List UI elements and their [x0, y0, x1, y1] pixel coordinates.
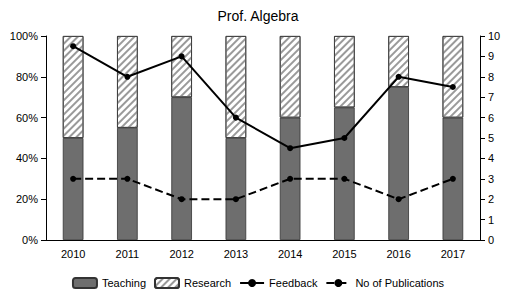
- svg-text:100%: 100%: [10, 30, 38, 42]
- svg-text:2: 2: [488, 193, 494, 205]
- svg-text:20%: 20%: [16, 193, 38, 205]
- svg-text:4: 4: [488, 152, 494, 164]
- svg-text:Teaching: Teaching: [102, 277, 146, 289]
- svg-text:2012: 2012: [169, 248, 193, 260]
- svg-text:2016: 2016: [386, 248, 410, 260]
- svg-text:2015: 2015: [332, 248, 356, 260]
- svg-text:6: 6: [488, 112, 494, 124]
- svg-text:Feedback: Feedback: [269, 277, 318, 289]
- svg-text:2014: 2014: [278, 248, 302, 260]
- svg-text:2011: 2011: [116, 248, 140, 260]
- svg-text:Research: Research: [184, 277, 231, 289]
- svg-text:0: 0: [488, 234, 494, 246]
- svg-text:9: 9: [488, 50, 494, 62]
- svg-text:1: 1: [488, 214, 494, 226]
- svg-text:7: 7: [488, 91, 494, 103]
- svg-text:0%: 0%: [22, 234, 38, 246]
- svg-text:10: 10: [488, 30, 500, 42]
- svg-text:No of Publications: No of Publications: [355, 277, 444, 289]
- svg-text:2010: 2010: [61, 248, 85, 260]
- svg-text:2017: 2017: [441, 248, 465, 260]
- svg-text:5: 5: [488, 132, 494, 144]
- svg-text:80%: 80%: [16, 71, 38, 83]
- svg-text:Prof. Algebra: Prof. Algebra: [218, 8, 299, 24]
- svg-text:3: 3: [488, 173, 494, 185]
- svg-text:8: 8: [488, 71, 494, 83]
- svg-text:40%: 40%: [16, 152, 38, 164]
- svg-text:60%: 60%: [16, 112, 38, 124]
- svg-text:2013: 2013: [224, 248, 248, 260]
